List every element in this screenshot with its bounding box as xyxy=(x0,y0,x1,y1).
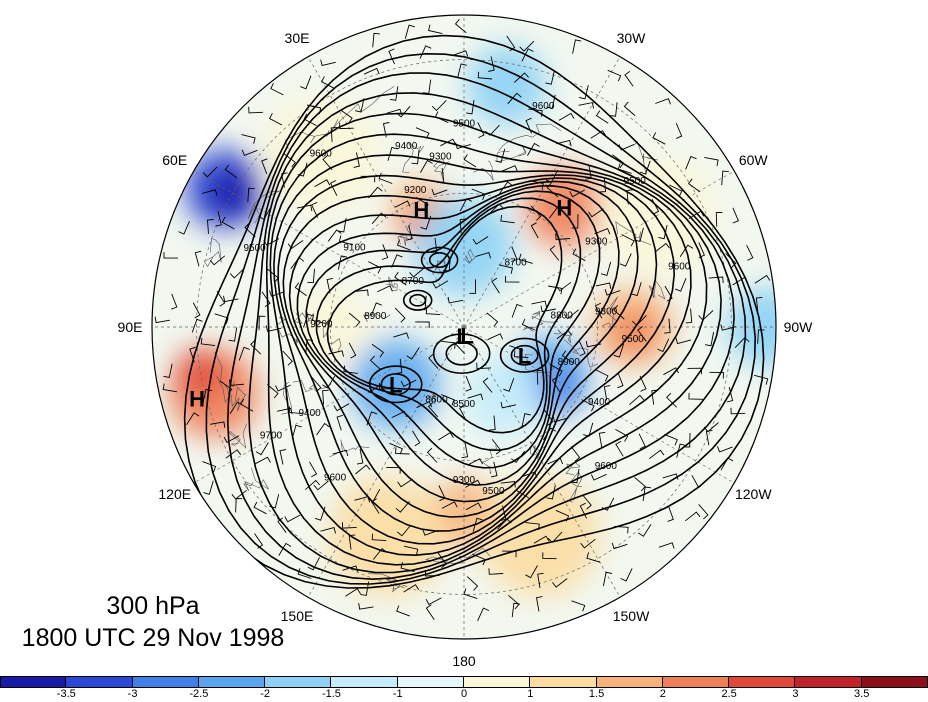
longitude-label: 30E xyxy=(284,29,310,46)
colorbar-segment xyxy=(331,676,398,688)
contour-label: 9300 xyxy=(585,236,608,247)
valid-time-title: 1800 UTC 29 Nov 1998 xyxy=(21,624,285,652)
colorbar-segment xyxy=(464,676,531,688)
contour-label: 9600 xyxy=(668,261,691,272)
contour-label: 9200 xyxy=(404,185,427,196)
longitude-label: 120W xyxy=(734,486,772,502)
pressure-center-l: L xyxy=(456,324,469,349)
map-boundary xyxy=(151,14,777,640)
colorbar-tick-label: -2.5 xyxy=(189,688,209,700)
colorbar-tick-label: 1 xyxy=(527,688,534,700)
coastlines xyxy=(203,86,666,593)
pressure-center-l: L xyxy=(460,323,473,348)
longitude-label: 150E xyxy=(280,608,314,625)
contour-label: 9400 xyxy=(588,397,611,408)
colorbar-segment xyxy=(795,676,862,688)
contour-label: 8900 xyxy=(558,357,581,368)
polar-map: 9600 9500 9400 9300 9200 9600 9500 9300 8700 9100… xyxy=(151,14,777,640)
colorbar-segment xyxy=(265,676,332,688)
colorbar-segment xyxy=(66,676,133,688)
contour-label: 9200 xyxy=(310,319,333,330)
colorbar-tick-label: -1.5 xyxy=(321,688,341,700)
colorbar-tick-label: 2 xyxy=(659,688,666,700)
contour-label: 8900 xyxy=(364,311,387,322)
contour-label: 9400 xyxy=(298,408,321,419)
contour-label: 9700 xyxy=(260,430,283,441)
colorbar-tick-label: -2 xyxy=(260,688,271,700)
contour-label: 9300 xyxy=(429,151,452,162)
longitude-label: 30W xyxy=(616,29,646,46)
pressure-level-title: 300 hPa xyxy=(106,592,200,620)
colorbar-segment xyxy=(729,676,796,688)
contour-label: 9400 xyxy=(395,141,418,152)
contour-label: 8600 xyxy=(425,394,448,405)
height-contours xyxy=(183,34,765,589)
colorbar-segment xyxy=(198,676,266,688)
colorbar-tick-label: -3 xyxy=(127,688,138,700)
longitude-label: 180 xyxy=(452,653,476,669)
colorbar-tick-label: -1 xyxy=(392,688,403,700)
contour-label: 9600 xyxy=(532,101,555,112)
colorbar-tick-label: 3 xyxy=(792,688,799,700)
contour-label: 9500 xyxy=(482,486,505,497)
longitude-label: 150W xyxy=(612,608,650,625)
contour-label: 8800 xyxy=(551,310,574,321)
contour-label: 9300 xyxy=(595,307,618,318)
colorbar-tick-label: -3.5 xyxy=(56,688,76,700)
contour-label: 9500 xyxy=(453,118,476,129)
colorbar-segment xyxy=(0,676,67,688)
colorbar-segment xyxy=(861,676,928,688)
colorbar-segment xyxy=(596,676,663,688)
contour-label: 8700 xyxy=(402,276,425,287)
pressure-center-h: H xyxy=(189,387,205,412)
contour-label: 9600 xyxy=(595,461,618,472)
contour-label: 8500 xyxy=(453,399,476,410)
contour-label: 8700 xyxy=(504,258,527,269)
colorbar xyxy=(0,676,928,688)
colorbar-tick-label: 2.5 xyxy=(721,688,737,700)
colorbar-segment xyxy=(132,676,199,688)
pressure-center-l: L xyxy=(389,372,402,397)
longitude-label: 120E xyxy=(158,486,192,502)
colorbar-segment xyxy=(662,676,730,688)
colorbar-tick-label: 1.5 xyxy=(588,688,605,700)
contour-label: 9600 xyxy=(310,148,333,159)
pressure-center-h: H xyxy=(556,195,572,220)
pressure-center-l: L xyxy=(518,343,531,368)
colorbar-segment xyxy=(397,676,464,688)
contour-label: 9500 xyxy=(243,243,266,254)
contour-label: 9300 xyxy=(453,475,476,486)
longitude-label: 60E xyxy=(162,152,188,168)
colorbar-tick-label: 3.5 xyxy=(854,688,870,700)
longitude-label: 90E xyxy=(117,319,143,335)
contour-label: 9600 xyxy=(324,473,347,484)
contour-labels: 9600 9500 9400 9300 9200 9600 9500 9300 8700 9100… xyxy=(243,101,690,497)
contour-label: 9500 xyxy=(624,176,647,187)
longitude-label: 60W xyxy=(738,152,768,168)
longitude-label: 0 xyxy=(460,0,468,1)
contour-label: 9500 xyxy=(622,334,645,345)
colorbar-segment xyxy=(530,676,597,688)
colorbar-tick-label: 0 xyxy=(460,688,468,700)
contour-label: 9100 xyxy=(343,242,366,253)
pressure-center-h: H xyxy=(413,198,429,223)
wind-barbs xyxy=(154,19,771,622)
longitude-label: 90W xyxy=(783,319,813,335)
